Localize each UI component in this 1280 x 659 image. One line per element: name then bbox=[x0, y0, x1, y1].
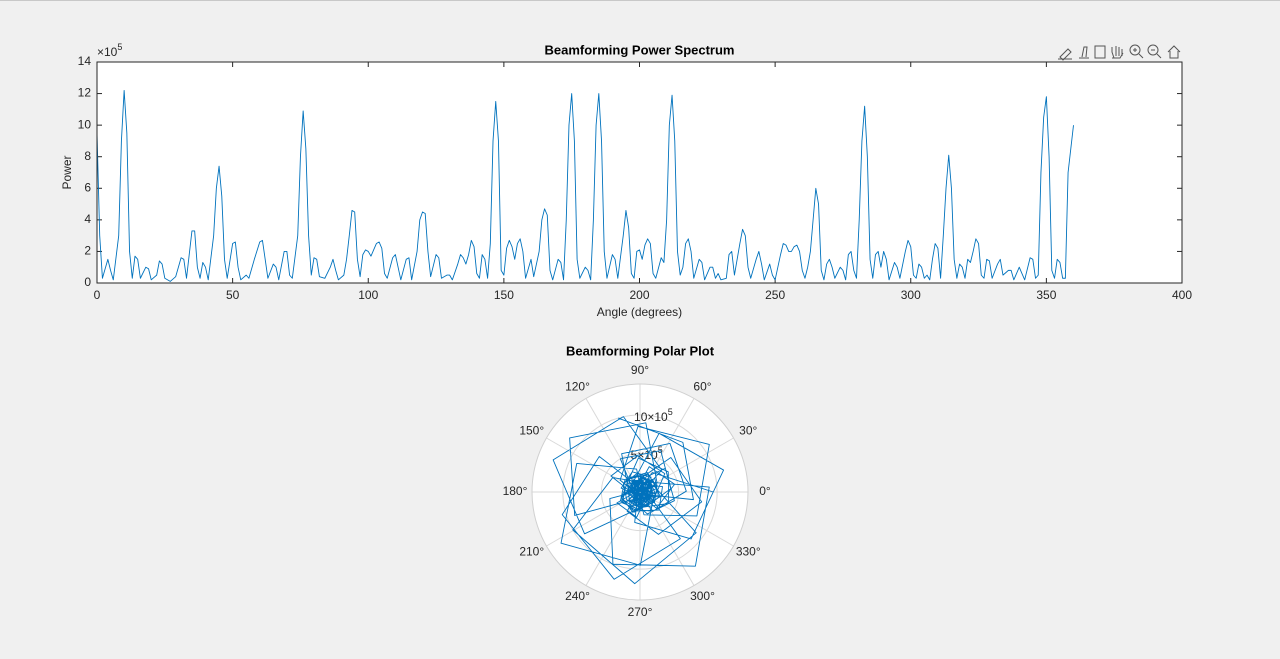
chart-title: Beamforming Polar Plot bbox=[566, 343, 715, 358]
theta-tick-label: 270° bbox=[628, 605, 653, 619]
x-tick-label: 250 bbox=[765, 288, 785, 302]
r-tick-value: 5 bbox=[631, 448, 638, 462]
theta-tick-label: 150° bbox=[519, 424, 544, 438]
chart-title: Beamforming Power Spectrum bbox=[545, 42, 735, 57]
x-tick-label: 300 bbox=[901, 288, 921, 302]
y-tick-label: 12 bbox=[78, 86, 92, 100]
power-line bbox=[96, 89, 1074, 282]
theta-tick-label: 60° bbox=[693, 379, 711, 393]
x-tick-label: 0 bbox=[94, 288, 101, 302]
plot-area bbox=[97, 62, 1182, 283]
y-tick-label: 4 bbox=[84, 212, 91, 226]
exponent-power: 5 bbox=[668, 407, 673, 417]
axes-box bbox=[96, 61, 1183, 284]
theta-tick-label: 30° bbox=[739, 424, 757, 438]
exponent-base: ×10 bbox=[647, 410, 668, 424]
toolbar-brush[interactable] bbox=[1058, 48, 1072, 61]
toolbar-datatip[interactable] bbox=[1079, 46, 1089, 59]
y-tick-label: 6 bbox=[84, 180, 91, 194]
theta-grid-line bbox=[639, 491, 734, 547]
x-tick-label: 150 bbox=[494, 288, 514, 302]
toolbar-pan[interactable] bbox=[1111, 46, 1124, 59]
theta-tick-label: 330° bbox=[736, 545, 761, 559]
theta-tick-label: 90° bbox=[631, 363, 649, 377]
x-tick-label: 200 bbox=[629, 288, 649, 302]
theta-tick-label: 180° bbox=[503, 484, 528, 498]
y-tick-label: 2 bbox=[84, 244, 91, 258]
x-tick-label: 50 bbox=[226, 288, 240, 302]
theta-tick-label: 240° bbox=[565, 589, 590, 603]
r-tick-value: 10 bbox=[634, 410, 648, 424]
y-tick-label: 14 bbox=[78, 54, 92, 68]
theta-grid-line bbox=[639, 491, 695, 586]
y-tick-label: 8 bbox=[84, 149, 91, 163]
x-axis-label: Angle (degrees) bbox=[597, 305, 682, 319]
toolbar-legend[interactable] bbox=[1094, 45, 1106, 59]
r-tick-label: 10×105 bbox=[634, 407, 673, 424]
theta-tick-label: 210° bbox=[519, 545, 544, 559]
x-tick-label: 400 bbox=[1172, 288, 1192, 302]
y-tick-label: 0 bbox=[84, 275, 91, 289]
polar-line bbox=[552, 416, 725, 585]
toolbar-zoom-in[interactable] bbox=[1129, 44, 1141, 56]
theta-tick-label: 0° bbox=[759, 484, 771, 498]
x-tick-label: 350 bbox=[1036, 288, 1056, 302]
toolbar-home[interactable] bbox=[1167, 45, 1181, 59]
x-tick-label: 100 bbox=[358, 288, 378, 302]
theta-tick-label: 120° bbox=[565, 379, 590, 393]
axis-exponent: ×105 bbox=[97, 42, 122, 59]
theta-grid-line bbox=[585, 398, 641, 493]
exponent-base: ×10 bbox=[97, 45, 118, 59]
polar-outline bbox=[531, 383, 749, 601]
y-tick-label: 10 bbox=[78, 117, 92, 131]
axes-toolbar[interactable] bbox=[1058, 44, 1181, 61]
y-axis-label: Power bbox=[60, 155, 74, 189]
theta-tick-label: 300° bbox=[690, 589, 715, 603]
r-grid-circle bbox=[562, 414, 718, 570]
toolbar-zoom-out[interactable] bbox=[1147, 44, 1159, 56]
exponent-power: 5 bbox=[117, 42, 122, 52]
